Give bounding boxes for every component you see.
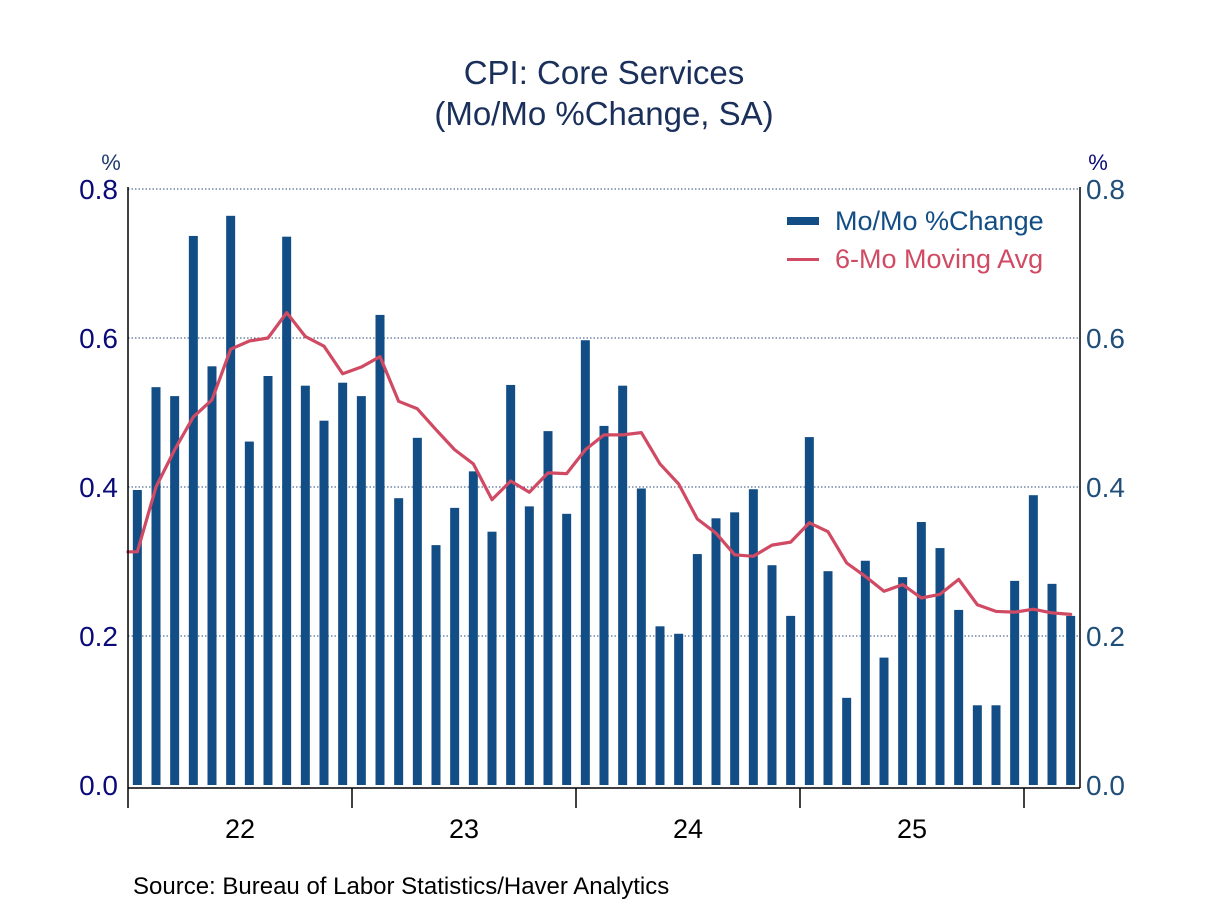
y-tick-label-right: 0.2 xyxy=(1086,621,1125,652)
bar xyxy=(786,615,796,785)
moving-average-line xyxy=(126,311,1073,616)
legend: Mo/Mo %Change 6-Mo Moving Avg xyxy=(787,206,1044,274)
bar xyxy=(730,512,740,785)
bar xyxy=(132,489,142,785)
y-tick-label-right: 0.6 xyxy=(1086,323,1125,354)
bar xyxy=(842,697,852,785)
bar xyxy=(636,488,646,785)
y-tick-label-left: 0.6 xyxy=(79,323,118,354)
bar xyxy=(767,565,777,785)
bar-series xyxy=(132,215,1076,785)
bar xyxy=(450,507,460,785)
bar xyxy=(748,489,758,785)
bar xyxy=(468,471,478,785)
chart-title: CPI: Core Services xyxy=(464,54,745,91)
bar xyxy=(991,705,1001,785)
bar xyxy=(319,420,329,785)
y-tick-label-left: 0.0 xyxy=(79,770,118,801)
bar xyxy=(263,375,273,785)
bar xyxy=(804,437,814,785)
right-axis-ticks: 0.0 0.2 0.4 0.6 0.8 xyxy=(1086,174,1125,801)
bar xyxy=(506,384,516,785)
bar xyxy=(618,385,628,785)
bar xyxy=(954,609,964,785)
y-tick-label-left: 0.4 xyxy=(79,472,118,503)
bar xyxy=(1047,583,1057,785)
x-tick-label: 24 xyxy=(673,814,703,844)
bar xyxy=(282,236,292,785)
bar xyxy=(879,657,889,785)
left-axis-unit: % xyxy=(101,150,121,175)
bar xyxy=(1066,615,1076,785)
right-axis-unit: % xyxy=(1088,150,1108,175)
bar xyxy=(562,513,572,785)
bar xyxy=(972,705,982,785)
line-series xyxy=(126,311,1073,616)
y-tick-label-right: 0.4 xyxy=(1086,472,1125,503)
bar xyxy=(898,577,908,785)
bar xyxy=(580,340,590,785)
bar xyxy=(524,506,534,785)
bar xyxy=(188,235,198,785)
bar xyxy=(207,366,217,785)
bar xyxy=(170,396,180,785)
bar xyxy=(711,518,721,785)
legend-line-label: 6-Mo Moving Avg xyxy=(835,244,1043,274)
bar xyxy=(431,545,441,785)
bar xyxy=(1028,495,1038,785)
source-note: Source: Bureau of Labor Statistics/Haver… xyxy=(133,873,669,900)
bar xyxy=(916,522,926,785)
bar xyxy=(412,437,422,785)
bar xyxy=(823,571,833,785)
x-tick-label: 25 xyxy=(897,814,927,844)
bar xyxy=(244,441,254,785)
bar xyxy=(226,215,236,785)
bar xyxy=(151,387,161,785)
x-axis-ticks: 22 23 24 25 xyxy=(127,788,1025,844)
bar xyxy=(655,626,665,785)
y-tick-label-right: 0.0 xyxy=(1086,770,1125,801)
y-tick-label-right: 0.8 xyxy=(1086,174,1125,205)
bar xyxy=(1010,580,1020,785)
bar xyxy=(300,385,310,785)
legend-bar-label: Mo/Mo %Change xyxy=(835,206,1044,236)
chart-subtitle: (Mo/Mo %Change, SA) xyxy=(434,95,773,132)
legend-bar-swatch xyxy=(787,217,819,225)
y-tick-label-left: 0.2 xyxy=(79,621,118,652)
bar xyxy=(356,396,366,785)
bar xyxy=(692,554,702,785)
bar xyxy=(543,431,553,785)
bar xyxy=(860,560,870,785)
x-tick-label: 23 xyxy=(449,814,479,844)
bar xyxy=(935,548,945,785)
left-axis-ticks: 0.0 0.2 0.4 0.6 0.8 xyxy=(79,174,118,801)
legend-line-swatch xyxy=(787,258,819,261)
bar xyxy=(394,498,404,785)
bar xyxy=(375,314,385,785)
bar xyxy=(674,633,684,785)
axes xyxy=(127,187,1081,789)
x-tick-label: 22 xyxy=(225,814,255,844)
bar xyxy=(487,531,497,785)
bar xyxy=(599,425,609,785)
y-tick-label-left: 0.8 xyxy=(79,174,118,205)
bar xyxy=(338,382,348,785)
